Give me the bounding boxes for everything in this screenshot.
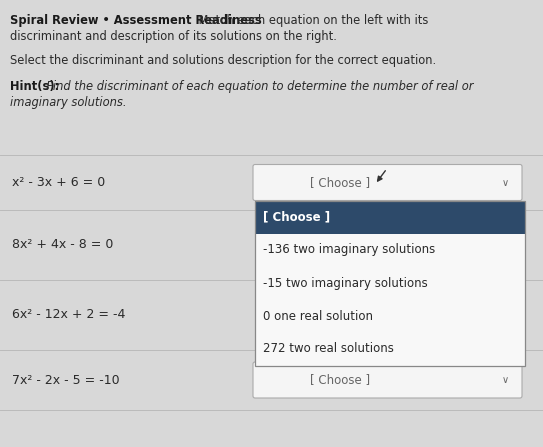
Bar xyxy=(255,233,525,266)
Text: Match each equation on the left with its: Match each equation on the left with its xyxy=(10,14,428,27)
Bar xyxy=(255,299,525,333)
Text: [ Choose ]: [ Choose ] xyxy=(310,176,370,189)
FancyBboxPatch shape xyxy=(253,362,522,398)
Text: x² - 3x + 6 = 0: x² - 3x + 6 = 0 xyxy=(12,176,105,189)
Text: -15 two imaginary solutions: -15 two imaginary solutions xyxy=(263,277,428,290)
Text: ∨: ∨ xyxy=(501,177,509,187)
Text: 0 one real solution: 0 one real solution xyxy=(263,309,373,322)
Text: 272 two real solutions: 272 two real solutions xyxy=(263,342,394,355)
Bar xyxy=(255,333,525,366)
Text: 7x² - 2x - 5 = -10: 7x² - 2x - 5 = -10 xyxy=(12,374,119,387)
Text: [ Choose ]: [ Choose ] xyxy=(263,211,330,224)
Bar xyxy=(255,266,525,299)
Bar xyxy=(255,201,525,233)
Text: [ Choose ]: [ Choose ] xyxy=(310,374,370,387)
Text: 8x² + 4x - 8 = 0: 8x² + 4x - 8 = 0 xyxy=(12,239,113,252)
Text: ∨: ∨ xyxy=(501,375,509,385)
Text: Spiral Review • Assessment Readiness: Spiral Review • Assessment Readiness xyxy=(10,14,266,27)
Text: discriminant and description of its solutions on the right.: discriminant and description of its solu… xyxy=(10,30,337,43)
Text: Hint(s):: Hint(s): xyxy=(10,80,59,93)
Text: Select the discriminant and solutions description for the correct equation.: Select the discriminant and solutions de… xyxy=(10,54,436,67)
Text: Find the discriminant of each equation to determine the number of real or: Find the discriminant of each equation t… xyxy=(10,80,473,93)
Text: imaginary solutions.: imaginary solutions. xyxy=(10,96,127,109)
Text: 6x² - 12x + 2 = -4: 6x² - 12x + 2 = -4 xyxy=(12,308,125,321)
Text: -136 two imaginary solutions: -136 two imaginary solutions xyxy=(263,244,435,257)
Bar xyxy=(255,201,525,366)
FancyBboxPatch shape xyxy=(253,164,522,201)
